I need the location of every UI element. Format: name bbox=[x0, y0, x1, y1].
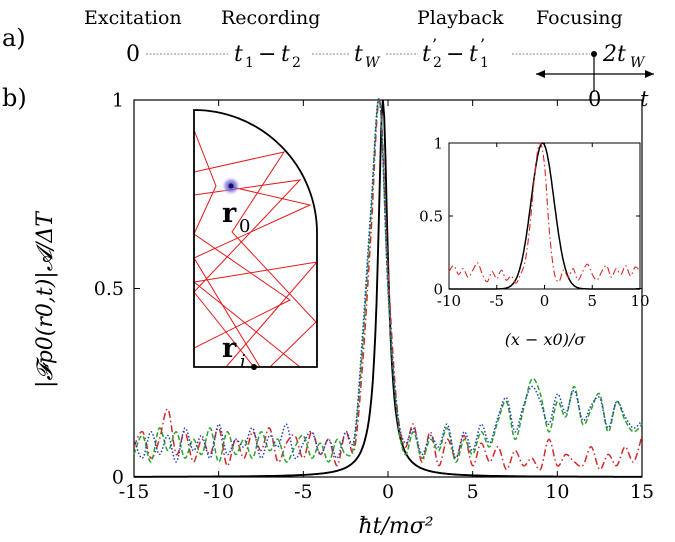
main-x-tick-label: -15 bbox=[119, 481, 150, 503]
stage-playback: Playback bbox=[417, 7, 504, 29]
main-series-3 bbox=[133, 97, 643, 463]
focus-axis-t: t bbox=[640, 87, 649, 111]
t1p-subscript: 1 bbox=[480, 55, 489, 71]
timeline-waiting-time: t W bbox=[354, 42, 381, 71]
inset-x-tick-label: -5 bbox=[489, 292, 504, 310]
inset-x-tick-label: 5 bbox=[587, 292, 597, 310]
main-x-tick-label: 10 bbox=[545, 481, 569, 503]
timeline-recording-interval: t 1 − t 2 bbox=[234, 42, 301, 71]
main-x-tick-label: -5 bbox=[294, 481, 313, 503]
main-y-axis-label: |𝓕p0(r0,t)|𝓐/ΔT bbox=[33, 210, 58, 388]
arrow-right-icon bbox=[645, 70, 654, 78]
stage-recording: Recording bbox=[221, 7, 320, 29]
panel-b-label: b) bbox=[2, 84, 27, 112]
t2-symbol: t bbox=[281, 42, 290, 67]
panel-a-label: a) bbox=[2, 24, 26, 52]
t2p-prime: ’ bbox=[432, 35, 437, 54]
minus-sign-1: − bbox=[258, 42, 276, 67]
t1-symbol: t bbox=[234, 42, 243, 67]
t2p-symbol: t bbox=[422, 42, 431, 67]
minus-sign-2: − bbox=[446, 42, 464, 67]
timeline-start: 0 bbox=[126, 42, 140, 67]
inset-x-tick-label: -10 bbox=[437, 292, 461, 310]
ray-path-3 bbox=[194, 129, 291, 349]
inset-y-tick-label: 0 bbox=[433, 280, 443, 298]
billiard-inset: r 0 r i bbox=[193, 109, 318, 372]
inset-series-0 bbox=[449, 142, 640, 290]
main-series-2 bbox=[133, 98, 643, 463]
r0-subscript: 0 bbox=[239, 216, 250, 237]
t2p-subscript: 2 bbox=[433, 55, 442, 71]
inset-x-tick-label: 10 bbox=[630, 292, 649, 310]
arrow-left-icon bbox=[536, 70, 545, 78]
t1p-prime: ’ bbox=[480, 35, 485, 54]
t1-subscript: 1 bbox=[245, 55, 254, 71]
tw-symbol: t bbox=[354, 42, 363, 67]
timeline-playback-interval: t 2 ’ − t 1 ’ bbox=[422, 35, 489, 71]
main-x-tick-label: -10 bbox=[203, 481, 234, 503]
ri-symbol: r bbox=[222, 333, 237, 364]
main-series-0 bbox=[134, 99, 642, 478]
inset-x-axis-label: (x − x0)/σ bbox=[505, 330, 587, 349]
inset-y-tick-label: 0.5 bbox=[419, 207, 443, 225]
billiard-background bbox=[194, 110, 317, 367]
end-2tw-symbol: 2t bbox=[602, 42, 626, 67]
main-x-tick-label: 0 bbox=[382, 481, 394, 503]
t1p-symbol: t bbox=[469, 42, 478, 67]
main-y-tick-label: 1 bbox=[112, 90, 124, 112]
main-x-tick-label: 5 bbox=[467, 481, 479, 503]
main-x-tick-label: 15 bbox=[630, 481, 654, 503]
tw-subscript: W bbox=[365, 55, 381, 71]
main-y-tick-label: 0.5 bbox=[94, 278, 124, 300]
inset-x-tick-label: 0 bbox=[540, 292, 550, 310]
billiard-boundary bbox=[193, 109, 318, 368]
stage-excitation: Excitation bbox=[84, 7, 182, 29]
end-2tw-subscript: W bbox=[630, 55, 646, 71]
ray-path-4 bbox=[194, 261, 317, 367]
stage-focusing: Focusing bbox=[536, 7, 623, 29]
ri-point bbox=[251, 364, 257, 370]
ray-trajectories bbox=[194, 129, 317, 367]
ray-path-2 bbox=[194, 179, 302, 367]
ray-path-1 bbox=[194, 151, 317, 367]
focus-axis-zero: 0 bbox=[588, 87, 601, 111]
focusing-axis: 2t W 0 t bbox=[536, 42, 654, 111]
ri-subscript: i bbox=[240, 351, 246, 372]
inset-plot-frame bbox=[448, 142, 641, 290]
wavepacket-center bbox=[228, 183, 234, 189]
inset-chart: -10 -5 0 5 10 0 0.5 1 bbox=[419, 134, 649, 310]
main-y-tick-label: 0 bbox=[112, 467, 124, 489]
inset-series-1 bbox=[448, 142, 641, 284]
t2-subscript: 2 bbox=[292, 55, 301, 71]
inset-y-tick-label: 1 bbox=[433, 134, 443, 152]
r0-symbol: r bbox=[222, 198, 237, 229]
focus-marker-dot bbox=[591, 51, 597, 57]
main-x-axis-label: ħt/mσ² bbox=[358, 514, 433, 539]
ray-path-5 bbox=[194, 186, 312, 367]
